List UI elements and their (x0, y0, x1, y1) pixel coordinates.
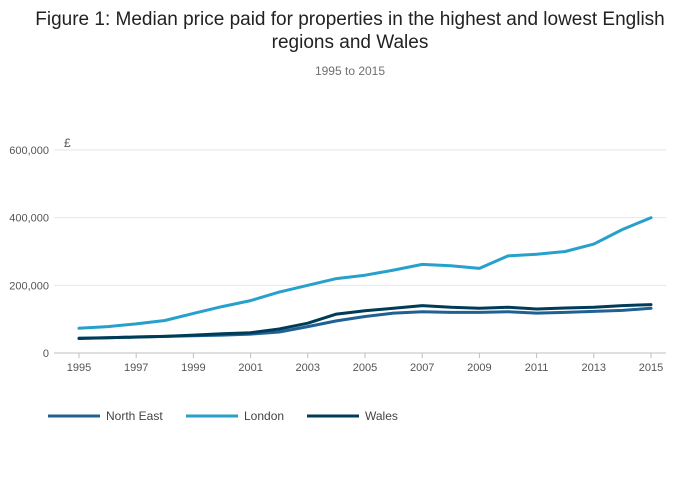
legend[interactable]: North East London Wales (48, 409, 398, 423)
series-layer (77, 216, 653, 340)
legend-label: Wales (365, 409, 398, 423)
series-line-wales[interactable] (77, 303, 653, 340)
legend-item-north-east[interactable]: North East (48, 409, 163, 423)
series-line-london[interactable] (77, 216, 653, 330)
legend-label: North East (106, 409, 163, 423)
y-tick-label: 0 (43, 348, 49, 360)
legend-label: London (244, 409, 284, 423)
x-tick-label: 1999 (181, 362, 205, 374)
y-tick-label: 400,000 (9, 213, 49, 225)
grid-layer (54, 149, 666, 286)
chart-subtitle: 1995 to 2015 (314, 64, 386, 78)
x-tick-label: 2013 (582, 362, 606, 374)
x-tick-label: 2001 (238, 362, 262, 374)
series-line-north-east[interactable] (77, 306, 653, 340)
x-tick-label: 2015 (639, 362, 663, 374)
legend-item-wales[interactable]: Wales (307, 409, 398, 423)
x-tick-label: 2007 (410, 362, 434, 374)
y-tick-label: 200,000 (9, 280, 49, 292)
x-tick-label: 1997 (124, 362, 148, 374)
x-tick-label: 2011 (525, 362, 549, 374)
axis-layer: 0 200,000 400,000 600,000 1995 1997 1999 2001 20… (9, 145, 666, 374)
chart-title: Figure 1: Median price paid for properti… (35, 9, 665, 53)
x-tick-label: 2003 (296, 362, 320, 374)
x-tick-label: 2009 (467, 362, 491, 374)
title-block: Figure 1: Median price paid for properti… (0, 8, 700, 78)
x-tick-label: 1995 (67, 362, 91, 374)
y-axis-unit-label: £ (64, 136, 71, 150)
legend-item-london[interactable]: London (186, 409, 284, 423)
x-tick-label: 2005 (353, 362, 377, 374)
y-tick-label: 600,000 (9, 145, 49, 157)
